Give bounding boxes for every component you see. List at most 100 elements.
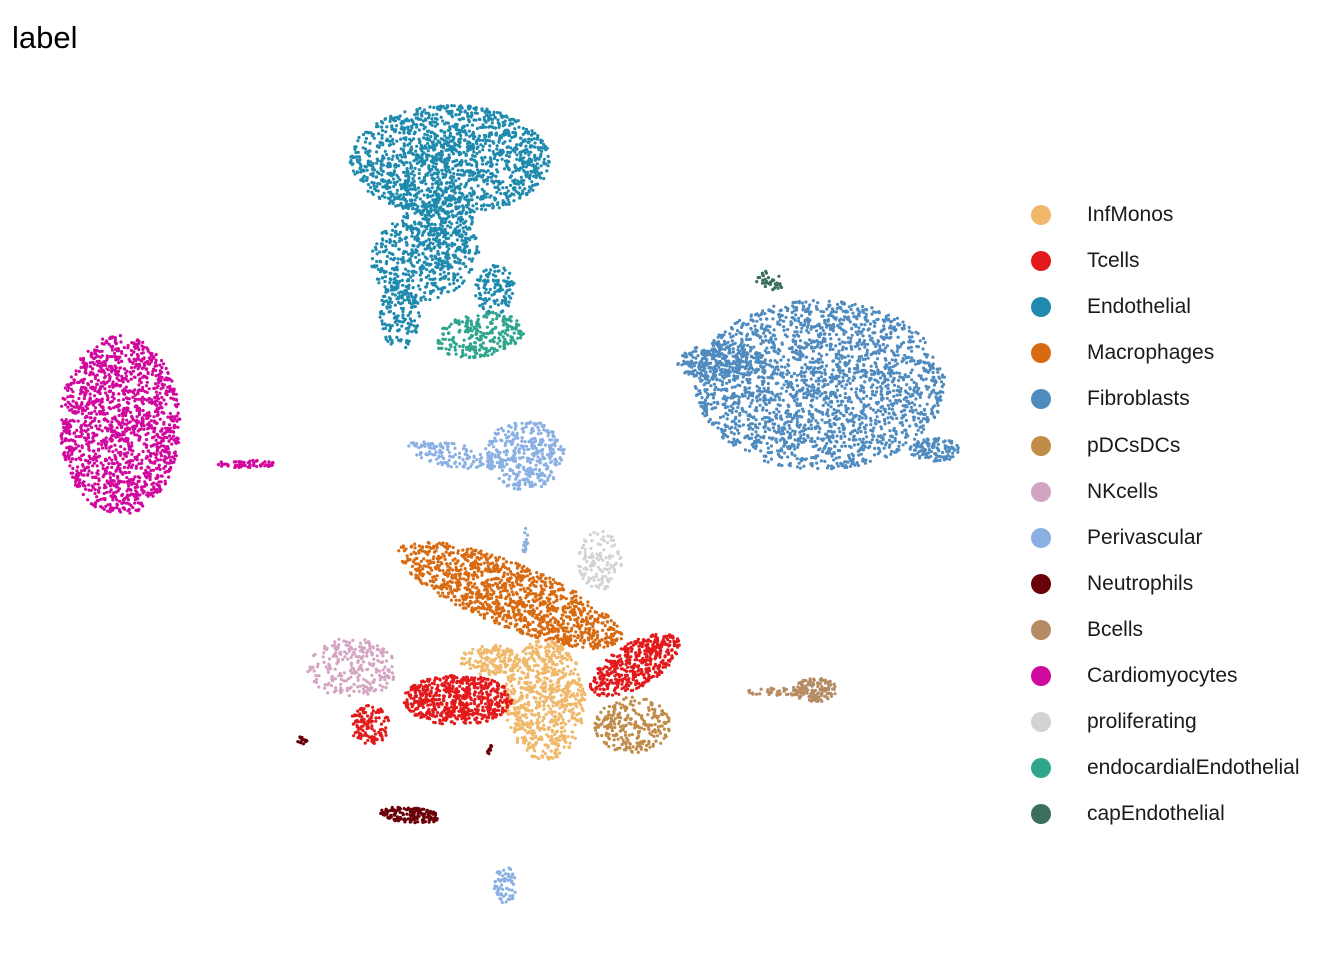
point-endocardialendothelial	[454, 342, 458, 346]
point-fibroblasts	[727, 440, 731, 444]
point-fibroblasts	[757, 438, 761, 442]
point-endothelial	[437, 152, 441, 156]
point-endothelial	[527, 190, 531, 194]
point-endothelial	[399, 338, 403, 342]
point-endothelial	[377, 144, 381, 148]
point-endothelial	[406, 206, 410, 211]
point-fibroblasts	[759, 449, 763, 453]
point-endothelial	[496, 278, 500, 282]
point-fibroblasts	[741, 394, 745, 398]
point-fibroblasts	[897, 323, 901, 327]
point-endothelial	[496, 179, 500, 184]
point-fibroblasts	[826, 420, 830, 424]
point-fibroblasts	[837, 455, 842, 459]
point-fibroblasts	[901, 378, 906, 382]
point-fibroblasts	[816, 421, 820, 425]
point-endocardialendothelial	[509, 338, 513, 342]
point-fibroblasts	[868, 444, 872, 449]
point-fibroblasts	[828, 424, 832, 428]
point-endothelial	[505, 145, 509, 149]
point-fibroblasts	[758, 422, 762, 426]
point-endothelial	[471, 257, 475, 261]
point-fibroblasts	[883, 422, 887, 426]
point-fibroblasts	[886, 371, 891, 375]
point-endothelial	[401, 283, 405, 287]
point-endocardialendothelial	[475, 332, 479, 336]
point-endothelial	[539, 164, 543, 168]
point-endothelial	[417, 229, 421, 233]
point-fibroblasts	[817, 382, 821, 386]
point-endothelial	[498, 134, 503, 138]
point-fibroblasts	[742, 321, 746, 325]
point-fibroblasts	[859, 430, 863, 434]
point-endothelial	[483, 297, 488, 301]
point-fibroblasts	[816, 386, 821, 391]
point-fibroblasts	[879, 435, 883, 439]
point-fibroblasts	[858, 340, 862, 344]
point-endothelial	[410, 151, 414, 155]
point-fibroblasts	[772, 429, 777, 433]
point-endocardialendothelial	[469, 326, 473, 331]
point-endothelial	[535, 137, 540, 141]
point-fibroblasts	[904, 428, 908, 432]
point-fibroblasts	[759, 312, 763, 317]
point-fibroblasts	[743, 386, 747, 390]
point-endothelial	[451, 152, 456, 156]
point-endothelial	[469, 210, 473, 214]
point-fibroblasts	[879, 409, 883, 413]
point-fibroblasts	[730, 425, 734, 429]
point-fibroblasts	[767, 308, 771, 312]
point-endothelial	[471, 153, 475, 158]
point-endothelial	[521, 126, 526, 130]
point-endothelial	[392, 142, 396, 146]
point-endothelial	[393, 303, 397, 307]
point-fibroblasts	[835, 388, 840, 392]
point-endothelial	[403, 181, 407, 185]
point-fibroblasts	[822, 383, 827, 388]
point-endothelial	[445, 161, 449, 165]
point-fibroblasts	[870, 372, 874, 377]
point-endothelial	[474, 176, 478, 180]
point-fibroblasts	[767, 390, 771, 394]
point-endothelial	[487, 135, 491, 139]
point-fibroblasts	[720, 383, 725, 387]
point-fibroblasts	[874, 390, 879, 394]
point-endothelial	[467, 207, 471, 211]
point-fibroblasts	[870, 312, 874, 316]
point-fibroblasts	[931, 355, 935, 359]
point-fibroblasts	[694, 356, 698, 360]
point-endothelial	[431, 142, 435, 146]
point-endothelial	[420, 153, 424, 157]
point-endocardialendothelial	[485, 315, 489, 319]
point-fibroblasts	[887, 368, 891, 372]
point-fibroblasts	[782, 325, 786, 329]
point-endothelial	[354, 155, 358, 159]
point-endothelial	[381, 179, 386, 183]
point-fibroblasts	[892, 411, 896, 415]
point-fibroblasts	[748, 337, 753, 341]
point-fibroblasts	[884, 455, 889, 459]
point-endothelial	[418, 139, 422, 143]
point-fibroblasts	[760, 417, 765, 421]
point-fibroblasts	[778, 454, 782, 458]
point-endothelial	[453, 201, 457, 205]
point-fibroblasts	[925, 420, 930, 424]
point-endothelial	[408, 137, 412, 141]
point-fibroblasts	[763, 396, 767, 400]
point-fibroblasts	[852, 376, 857, 380]
point-endothelial	[430, 176, 434, 180]
point-endothelial	[380, 129, 384, 133]
point-fibroblasts	[902, 326, 906, 331]
point-endothelial	[409, 319, 414, 323]
point-fibroblasts	[709, 402, 713, 406]
point-fibroblasts	[777, 410, 781, 414]
chart-title: label	[12, 20, 78, 55]
point-endothelial	[364, 136, 368, 141]
point-fibroblasts	[748, 381, 752, 385]
point-fibroblasts	[826, 434, 830, 438]
point-endothelial	[457, 261, 462, 265]
point-fibroblasts	[907, 325, 911, 329]
point-fibroblasts	[713, 388, 717, 392]
point-endothelial	[409, 172, 413, 176]
point-endothelial	[494, 132, 498, 136]
